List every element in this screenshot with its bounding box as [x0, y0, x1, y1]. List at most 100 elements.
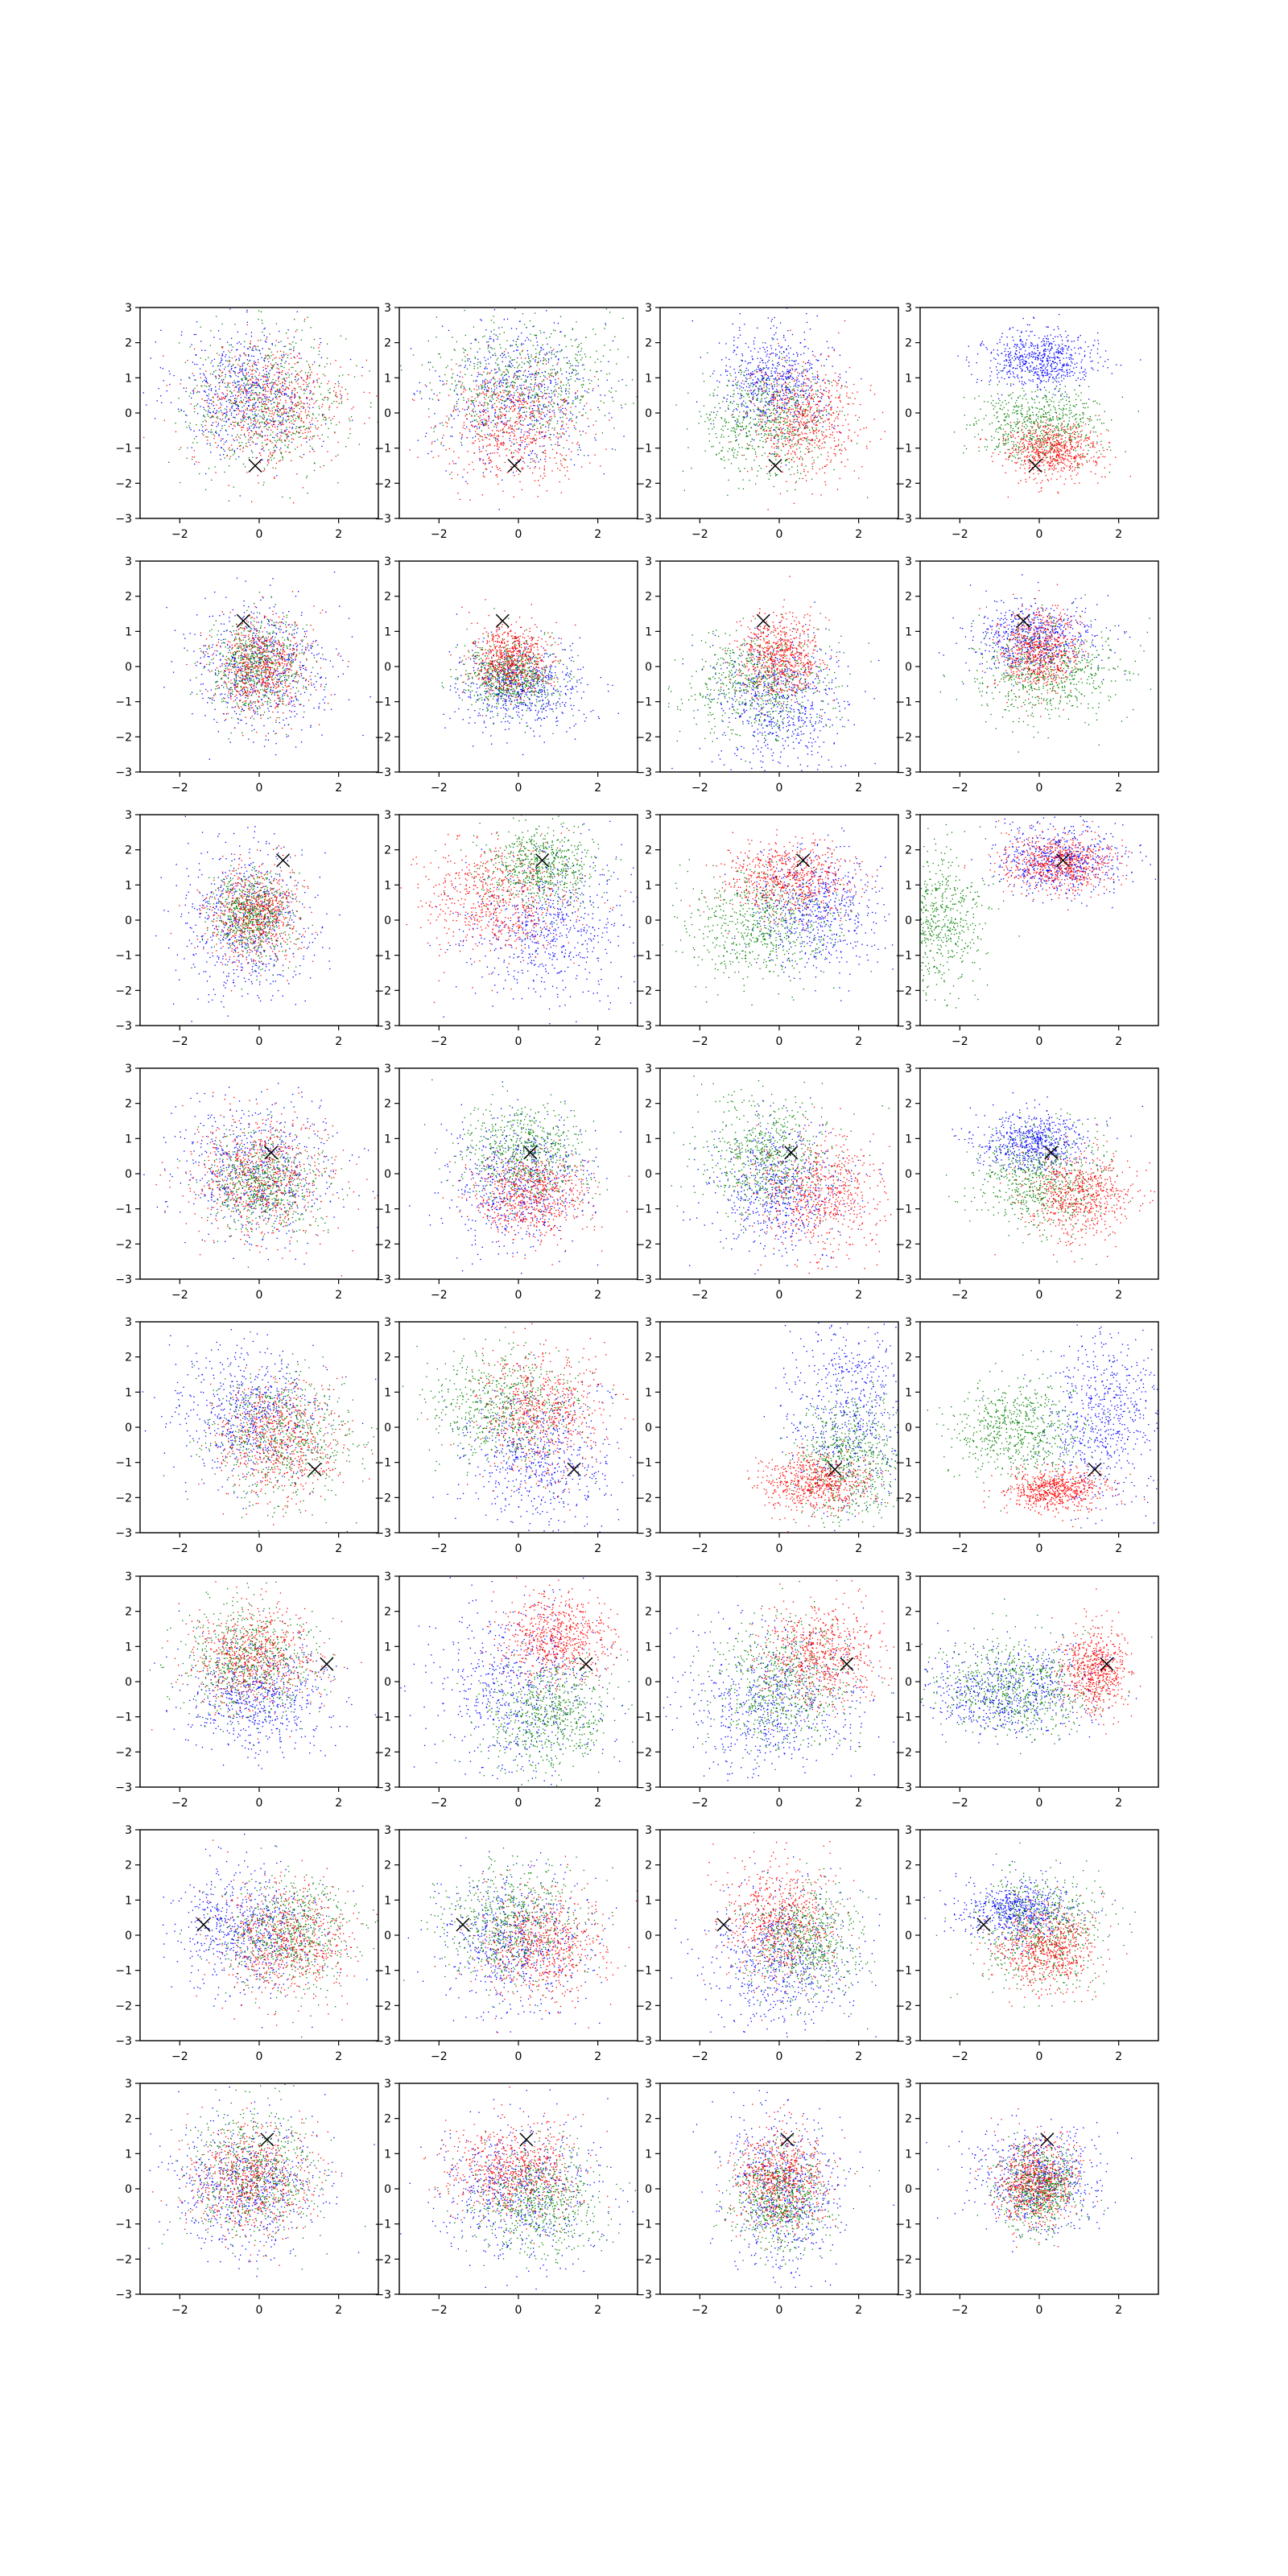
point-green — [768, 427, 769, 428]
point-red — [267, 365, 268, 366]
point-blue — [817, 374, 818, 375]
point-green — [245, 436, 246, 437]
point-green — [304, 320, 305, 321]
point-green — [325, 419, 326, 420]
point-blue — [235, 367, 236, 368]
point-green — [278, 385, 279, 386]
point-green — [794, 433, 795, 434]
point-green — [328, 409, 329, 410]
point-red — [235, 422, 236, 423]
point-green — [329, 388, 330, 389]
point-green — [473, 381, 474, 382]
point-green — [295, 370, 296, 371]
point-blue — [323, 441, 324, 442]
point-red — [251, 410, 252, 411]
point-green — [632, 379, 633, 380]
point-green — [325, 417, 326, 418]
point-red — [308, 411, 309, 412]
point-green — [236, 459, 237, 460]
point-green — [494, 403, 495, 404]
point-blue — [245, 369, 246, 370]
point-blue — [763, 347, 764, 348]
point-blue — [501, 380, 502, 381]
point-blue — [583, 409, 584, 410]
point-green — [327, 399, 328, 400]
point-red — [289, 369, 290, 370]
point-green — [275, 362, 276, 363]
point-green — [812, 428, 813, 429]
point-blue — [240, 356, 241, 357]
point-green — [210, 330, 211, 331]
point-green — [459, 365, 460, 366]
point-green — [211, 480, 212, 481]
point-green — [732, 403, 733, 404]
point-red — [287, 387, 288, 388]
point-red — [523, 436, 524, 437]
point-blue — [574, 464, 575, 465]
point-green — [561, 350, 562, 351]
point-green — [274, 364, 275, 365]
point-green — [233, 380, 234, 381]
point-green — [730, 375, 731, 376]
point-blue — [775, 368, 776, 369]
point-red — [229, 373, 230, 374]
point-red — [240, 449, 241, 450]
point-red — [267, 358, 268, 359]
point-green — [260, 435, 261, 436]
point-green — [575, 369, 576, 370]
point-green — [274, 393, 275, 394]
point-red — [556, 452, 557, 453]
point-green — [553, 391, 554, 392]
point-red — [495, 424, 496, 425]
point-blue — [155, 341, 156, 342]
point-blue — [533, 405, 534, 406]
point-green — [485, 364, 486, 365]
point-green — [277, 440, 278, 441]
point-blue — [146, 404, 147, 405]
point-green — [295, 406, 296, 407]
point-green — [323, 419, 324, 420]
point-blue — [776, 389, 777, 390]
point-blue — [268, 361, 269, 362]
point-blue — [208, 402, 209, 403]
point-green — [281, 360, 282, 361]
point-blue — [238, 381, 239, 382]
point-red — [594, 454, 595, 455]
point-green — [259, 422, 260, 423]
point-blue — [711, 423, 712, 424]
point-green — [286, 374, 287, 375]
point-red — [513, 429, 514, 430]
point-blue — [307, 398, 308, 399]
point-green — [322, 435, 323, 436]
point-red — [485, 450, 486, 451]
point-blue — [500, 381, 501, 382]
point-blue — [604, 473, 605, 474]
y-tick-label: −1 — [115, 443, 132, 456]
point-red — [492, 435, 493, 436]
point-blue — [740, 369, 741, 370]
point-green — [288, 395, 289, 396]
point-green — [229, 352, 230, 353]
point-green — [432, 398, 433, 399]
point-blue — [230, 377, 231, 378]
point-green — [803, 428, 804, 429]
point-red — [234, 356, 235, 357]
point-blue — [742, 355, 743, 356]
point-green — [497, 336, 498, 337]
point-green — [806, 448, 807, 449]
point-green — [281, 453, 282, 454]
point-red — [484, 402, 485, 403]
point-green — [531, 420, 532, 421]
point-red — [519, 394, 520, 395]
point-red — [485, 412, 486, 413]
point-green — [447, 381, 448, 382]
point-green — [532, 401, 533, 402]
point-green — [430, 362, 431, 363]
point-green — [276, 390, 277, 391]
point-red — [279, 410, 280, 411]
point-red — [297, 356, 298, 357]
point-red — [266, 399, 267, 400]
point-green — [268, 415, 269, 416]
point-blue — [229, 308, 230, 309]
point-green — [785, 436, 786, 437]
